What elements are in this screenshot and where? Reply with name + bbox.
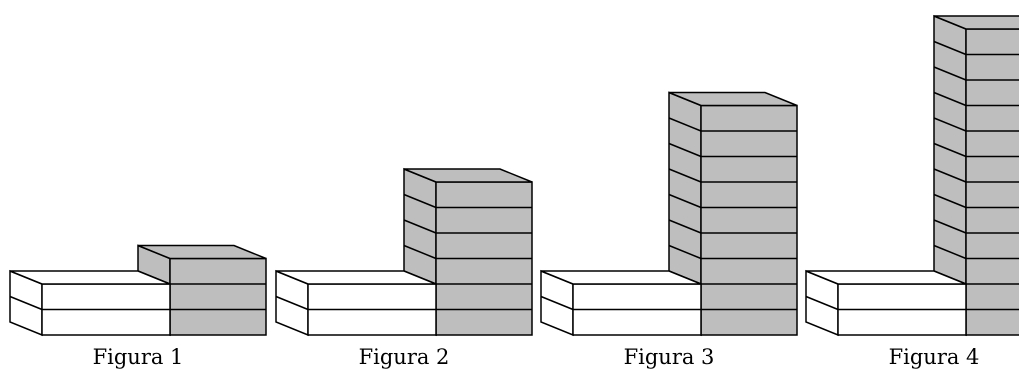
gray-column-front (169, 257, 267, 336)
white-slab-top (275, 270, 437, 285)
white-block-side-edge (540, 295, 574, 311)
figure-4: Figura 4 (805, 14, 1019, 369)
white-slab-top (805, 270, 967, 285)
figure-1: Figura 1 (9, 244, 267, 369)
gray-block-side-edge (933, 244, 967, 260)
white-slab-top (540, 270, 702, 285)
gray-block-side-edge (933, 91, 967, 107)
figure-caption: Figura 2 (359, 345, 450, 369)
gray-column-front (700, 104, 798, 336)
white-block-side-edge (275, 295, 309, 311)
white-slab-top (9, 270, 171, 285)
gray-block-side-edge (668, 193, 702, 209)
white-block-side-edge (805, 295, 839, 311)
figure-caption: Figura 3 (624, 345, 715, 369)
gray-block-side-edge (403, 219, 437, 234)
gray-block-side-edge (933, 117, 967, 132)
gray-block-side-edge (933, 193, 967, 209)
gray-block-side-edge (668, 244, 702, 260)
figure-2: Figura 2 (275, 167, 533, 369)
gray-column-top (403, 168, 533, 183)
gray-block-side-edge (668, 168, 702, 183)
gray-block-side-edge (403, 193, 437, 209)
gray-block-side-edge (403, 244, 437, 260)
figure-caption: Figura 4 (889, 345, 980, 369)
figure-caption: Figura 1 (93, 345, 184, 369)
gray-column-top (933, 15, 1019, 30)
white-block-side-edge (9, 295, 43, 311)
gray-block-side-edge (933, 142, 967, 158)
gray-block-side-edge (933, 40, 967, 56)
gray-block-side-edge (933, 168, 967, 183)
gray-block-side-edge (933, 219, 967, 234)
gray-column-top (668, 91, 798, 107)
figure-3: Figura 3 (540, 91, 798, 369)
gray-block-side-edge (668, 142, 702, 158)
gray-block-side-edge (933, 66, 967, 81)
gray-column-top (137, 244, 267, 260)
gray-block-side-edge (668, 117, 702, 132)
gray-block-side-edge (668, 219, 702, 234)
